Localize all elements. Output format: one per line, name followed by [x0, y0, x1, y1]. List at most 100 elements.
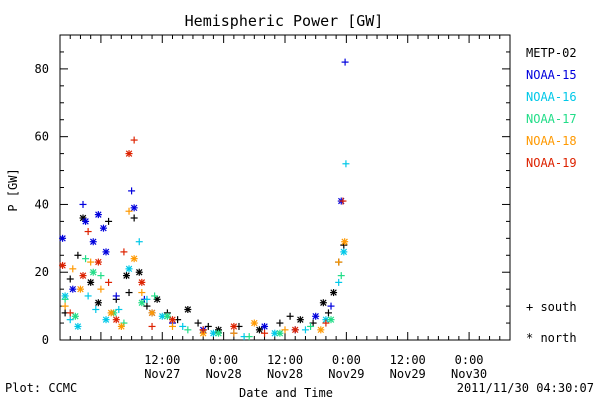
noaa-18-north-point [317, 326, 325, 334]
noaa-19-north-point [230, 322, 238, 330]
y-tick-label: 60 [35, 130, 49, 144]
x-tick-date-label: Nov30 [451, 367, 487, 381]
footer-timestamp: 2011/11/30 04:30:07 [456, 381, 594, 395]
noaa-18-north-point [130, 255, 138, 263]
noaa-19-south-point [66, 309, 74, 317]
x-tick-date-label: Nov29 [328, 367, 364, 381]
metp-02-south-point [130, 214, 138, 222]
noaa-18-south-point [335, 258, 343, 266]
legend-entry-noaa-19: NOAA-19 [526, 156, 577, 170]
noaa-16-south-point [143, 295, 151, 303]
noaa-15-north-point [102, 248, 110, 256]
marker-legend-north: * north [526, 331, 577, 345]
noaa-17-north-point [163, 312, 171, 320]
noaa-19-north-point [138, 278, 146, 286]
noaa-15-north-point [94, 211, 102, 219]
noaa-19-south-point [339, 197, 347, 205]
metp-02-south-point [276, 319, 284, 327]
metp-02-south-point [194, 319, 202, 327]
noaa-16-south-point [92, 306, 100, 313]
noaa-19-north-point [125, 150, 133, 158]
metp-02-north-point [296, 316, 304, 324]
noaa-15-north-point [59, 234, 67, 242]
metp-02-north-point [122, 272, 130, 280]
noaa-17-south-point [337, 272, 345, 280]
noaa-18-north-point [250, 319, 258, 327]
noaa-19-north-point [79, 272, 87, 280]
noaa-17-north-point [71, 312, 79, 320]
noaa-18-south-point [169, 322, 176, 330]
x-tick-time-label: 0:00 [455, 353, 484, 367]
noaa-18-south-point [61, 302, 69, 310]
noaa-17-south-point [184, 326, 192, 334]
noaa-18-south-point [281, 326, 289, 334]
noaa-19-south-point [120, 248, 128, 256]
x-tick-date-label: Nov28 [206, 367, 242, 381]
noaa-15-north-point [69, 285, 77, 293]
noaa-15-north-point [82, 217, 90, 225]
noaa-16-south-point [335, 278, 343, 286]
noaa-17-north-point [215, 329, 223, 337]
x-tick-time-label: 12:00 [390, 353, 426, 367]
noaa-15-south-point [128, 187, 136, 195]
noaa-17-north-point [138, 299, 146, 307]
noaa-19-south-point [84, 228, 92, 236]
noaa-19-south-point [105, 278, 113, 286]
legend-entry-noaa-16: NOAA-16 [526, 90, 577, 104]
noaa-15-south-point [327, 302, 335, 310]
x-axis-label: Date and Time [239, 386, 333, 400]
x-tick-date-label: Nov29 [390, 367, 426, 381]
noaa-16-south-point [84, 292, 92, 300]
metp-02-north-point [153, 295, 161, 303]
noaa-18-north-point [76, 285, 84, 293]
y-axis-label: P [GW] [6, 168, 20, 211]
noaa-19-north-point [94, 258, 102, 266]
noaa-19-north-point [59, 261, 67, 269]
noaa-16-north-point [125, 265, 133, 273]
noaa-16-south-point [301, 326, 309, 334]
metp-02-south-point [324, 309, 332, 317]
noaa-17-north-point [327, 316, 335, 324]
noaa-16-north-point [102, 316, 110, 324]
metp-02-north-point [135, 268, 143, 276]
plot-frame [59, 34, 511, 341]
y-tick-label: 40 [35, 197, 49, 211]
noaa-18-south-point [97, 285, 105, 293]
noaa-15-north-point [312, 312, 320, 320]
x-tick-date-label: Nov27 [144, 367, 180, 381]
noaa-18-south-point [125, 207, 133, 215]
noaa-19-north-point [291, 326, 299, 334]
noaa-17-south-point [82, 255, 90, 263]
metp-02-south-point [204, 322, 212, 330]
noaa-19-south-point [199, 326, 207, 334]
noaa-19-north-point [169, 316, 176, 324]
metp-02-south-point [125, 289, 133, 297]
noaa-17-north-point [276, 329, 284, 337]
legend-entry-noaa-18: NOAA-18 [526, 134, 577, 148]
noaa-17-north-point [89, 268, 97, 276]
metp-02-south-point [105, 217, 113, 225]
metp-02-north-point [94, 299, 102, 307]
y-tick-label: 0 [42, 333, 49, 347]
noaa-15-north-point [261, 322, 269, 330]
x-tick-time-label: 12:00 [144, 353, 180, 367]
noaa-19-south-point [322, 319, 330, 327]
noaa-18-north-point [107, 309, 115, 317]
metp-02-south-point [74, 251, 82, 259]
noaa-19-south-point [148, 322, 156, 330]
noaa-17-south-point [307, 322, 315, 330]
noaa-17-south-point [245, 333, 253, 341]
noaa-18-north-point [341, 238, 349, 246]
noaa-16-south-point [66, 316, 74, 324]
x-tick-time-label: 0:00 [332, 353, 361, 367]
noaa-15-south-point [341, 58, 349, 66]
x-tick-time-label: 0:00 [209, 353, 238, 367]
noaa-19-north-point [112, 316, 120, 324]
metp-02-south-point [143, 302, 151, 310]
chart-title: Hemispheric Power [GW] [185, 12, 384, 30]
y-tick-label: 20 [35, 265, 49, 279]
metp-02-north-point [255, 326, 263, 334]
metp-02-north-point [87, 278, 95, 286]
y-tick-label: 80 [35, 62, 49, 76]
noaa-18-north-point [148, 309, 156, 317]
